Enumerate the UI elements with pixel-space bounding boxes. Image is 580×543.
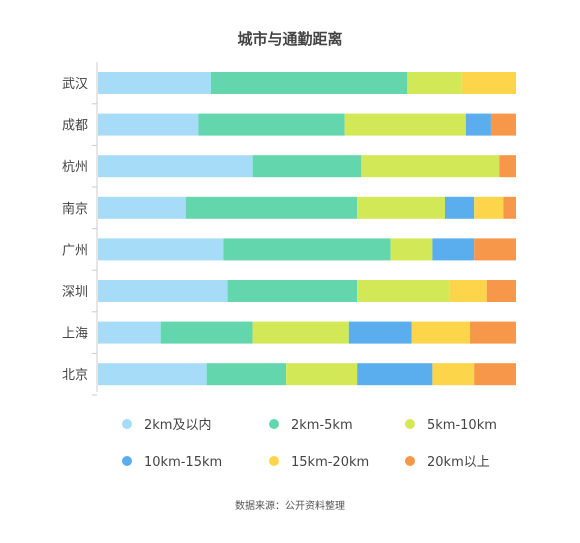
bar-segment-4-3: [357, 196, 445, 219]
legend-swatch-5: [269, 456, 279, 466]
bar-segment-3-6: [499, 155, 516, 178]
legend-label-2: 2km-5km: [291, 418, 353, 433]
bar-segment-4-1: [98, 196, 186, 219]
source-note: 数据来源：公开资料整理: [235, 499, 345, 512]
bar-segment-4-4: [444, 196, 475, 219]
bar-segment-1-1: [98, 72, 211, 94]
legend-item-5[interactable]: 15km-20km: [269, 455, 369, 470]
bar-segment-8-2: [206, 363, 287, 386]
category-label-7: 上海: [62, 327, 88, 342]
bar-segment-1-2: [210, 72, 408, 94]
category-label-5: 广州: [62, 243, 88, 258]
category-label-6: 深圳: [62, 285, 88, 300]
bar-segment-1-5: [461, 72, 516, 94]
bar-segment-7-2: [160, 321, 253, 344]
bar-segment-5-4: [432, 238, 475, 261]
bar-segment-6-2: [227, 280, 358, 302]
legend-swatch-3: [405, 419, 415, 429]
legend-item-1[interactable]: 2km及以内: [122, 417, 211, 433]
legend-swatch-2: [269, 419, 279, 429]
bar-segment-8-5: [432, 363, 475, 386]
category-label-8: 北京: [62, 368, 88, 383]
bar-segment-3-1: [98, 155, 253, 178]
bar-segment-2-4: [465, 113, 491, 136]
category-label-2: 成都: [62, 119, 88, 134]
bar-segment-7-5: [411, 321, 471, 344]
legend-swatch-6: [405, 456, 415, 466]
bar-segment-2-2: [198, 113, 345, 136]
bar-segment-2-3: [344, 113, 466, 136]
bars-group: [98, 72, 516, 386]
bar-segment-3-2: [252, 155, 362, 178]
bar-segment-5-1: [98, 238, 224, 261]
legend-label-4: 10km-15km: [144, 455, 222, 470]
bar-segment-5-2: [223, 238, 391, 261]
bar-segment-4-5: [474, 196, 504, 219]
legend-label-6: 20km以上: [427, 455, 490, 470]
category-label-1: 武汉: [62, 77, 88, 92]
bar-segment-6-3: [357, 280, 450, 302]
bar-segment-8-1: [98, 363, 207, 386]
legend-item-4[interactable]: 10km-15km: [122, 455, 222, 470]
bar-segment-8-4: [357, 363, 433, 386]
bar-segment-6-1: [98, 280, 228, 302]
category-label-3: 杭州: [62, 160, 88, 175]
bar-segment-6-6: [486, 280, 516, 302]
bar-segment-5-6: [474, 238, 516, 261]
legend-item-2[interactable]: 2km-5km: [269, 418, 353, 433]
chart-title: 城市与通勤距离: [237, 30, 342, 48]
legend-swatch-1: [122, 419, 132, 429]
legend-label-3: 5km-10km: [427, 418, 497, 433]
legend-item-3[interactable]: 5km-10km: [405, 418, 497, 433]
bar-segment-1-3: [407, 72, 462, 94]
legend-label-5: 15km-20km: [291, 455, 369, 470]
bar-segment-4-2: [185, 196, 358, 219]
bar-segment-7-3: [252, 321, 349, 344]
bar-segment-7-6: [470, 321, 516, 344]
bar-segment-3-3: [361, 155, 500, 178]
bar-segment-8-6: [474, 363, 516, 386]
bar-segment-7-4: [348, 321, 412, 344]
legend: 2km及以内 2km-5km 5km-10km 10km-15km 15km-20km 2…: [122, 417, 497, 470]
bar-segment-5-3: [390, 238, 433, 261]
bar-segment-2-1: [98, 113, 199, 136]
legend-item-6[interactable]: 20km以上: [405, 455, 490, 470]
bar-segment-6-5: [449, 280, 487, 302]
bar-segment-2-6: [490, 113, 516, 136]
bar-segment-4-6: [503, 196, 516, 219]
legend-swatch-4: [122, 456, 132, 466]
bar-segment-8-3: [286, 363, 358, 386]
category-label-4: 南京: [62, 201, 88, 217]
legend-label-1: 2km及以内: [144, 417, 211, 433]
bar-segment-7-1: [98, 321, 161, 344]
